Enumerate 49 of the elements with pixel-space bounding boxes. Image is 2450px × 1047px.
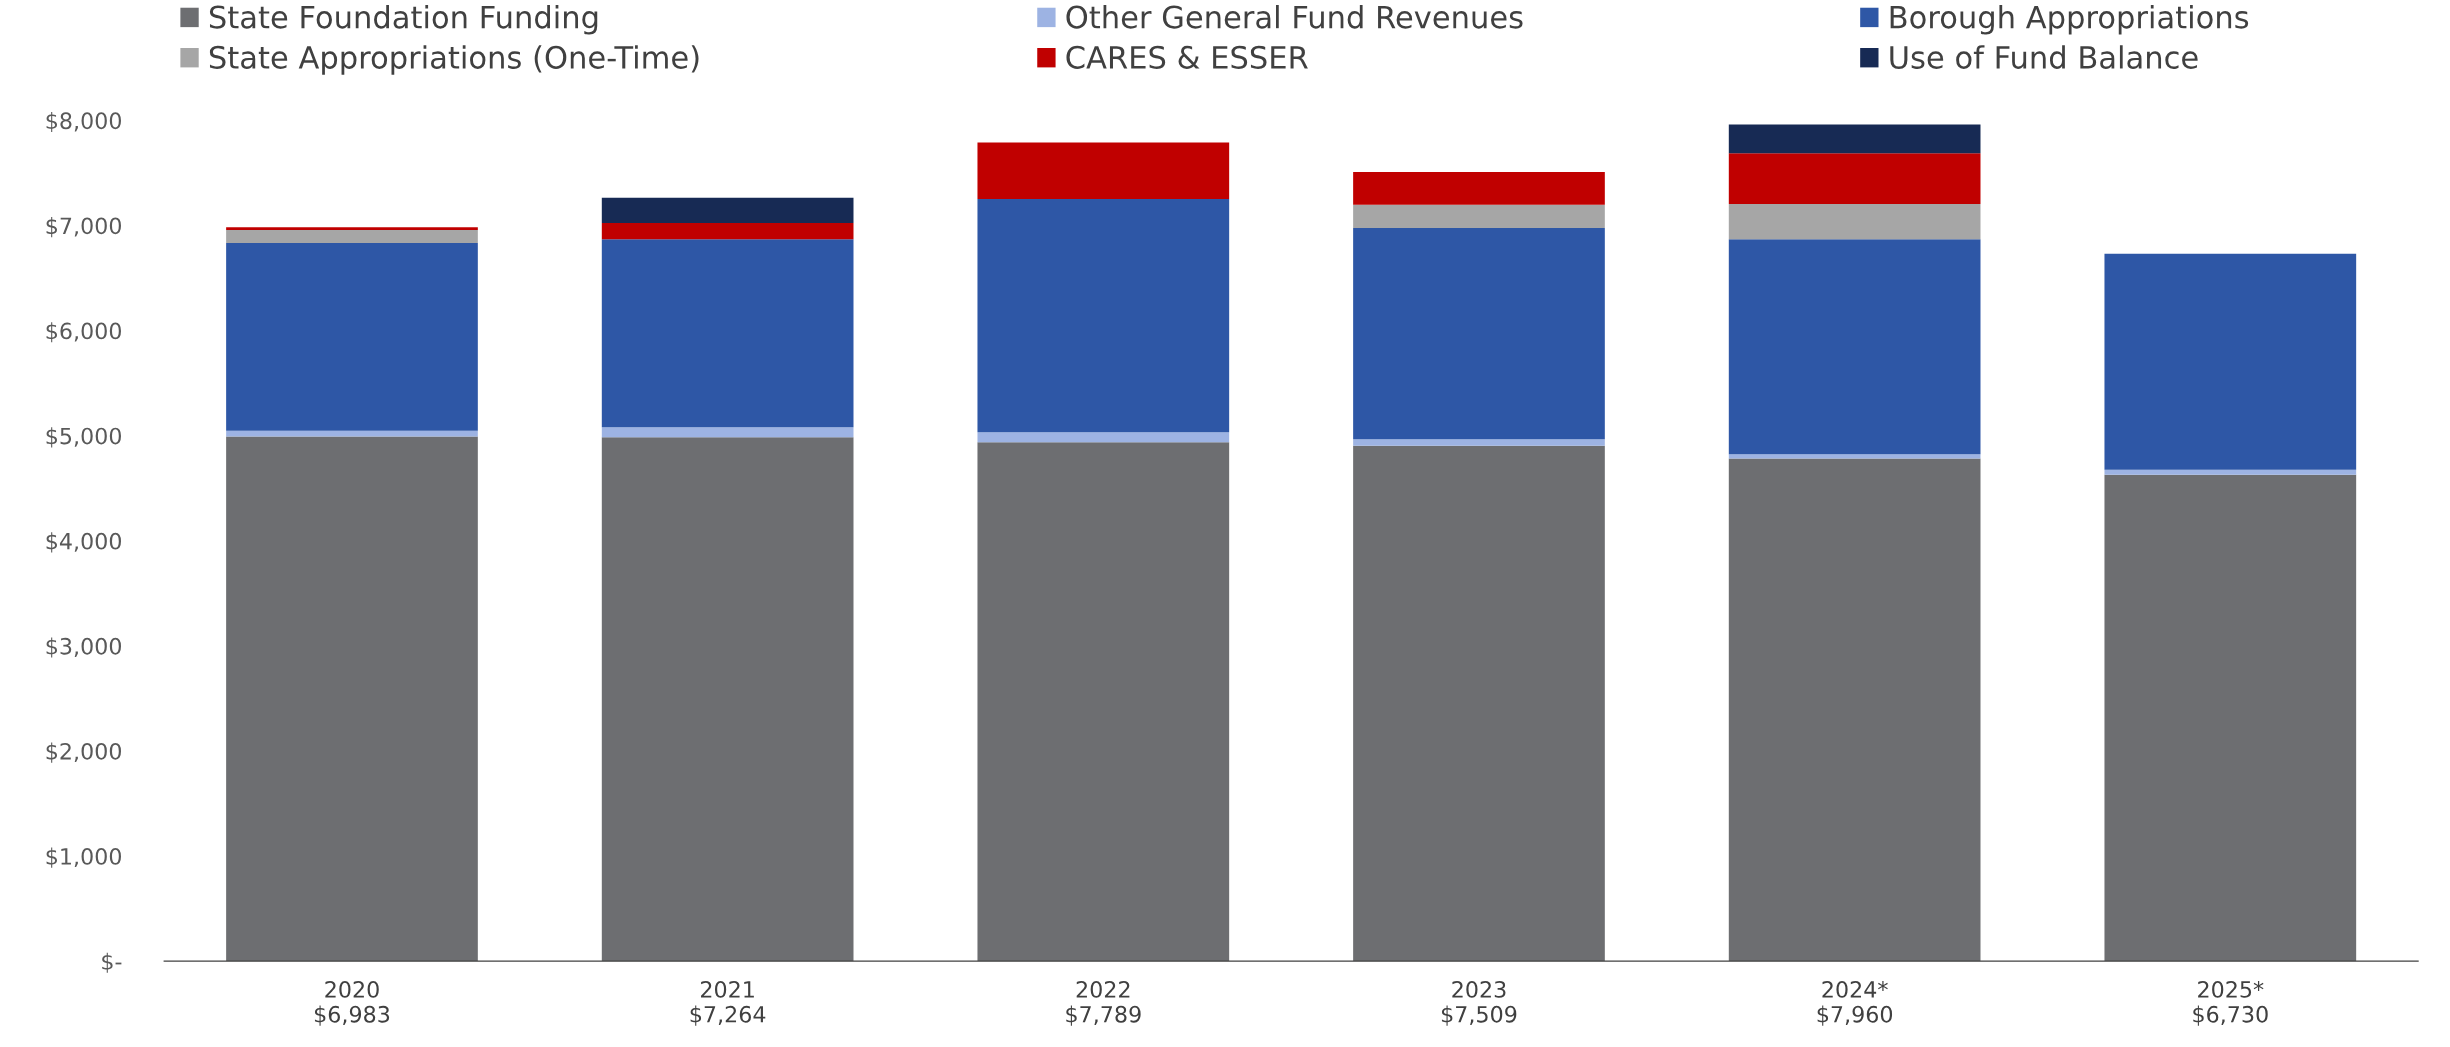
bar <box>1353 445 1605 962</box>
bar <box>226 242 478 431</box>
bar <box>1728 124 1981 154</box>
bar <box>977 199 1230 433</box>
bar <box>601 197 854 224</box>
y-tick-label: $2,000 <box>46 742 122 763</box>
legend-label: CARES & ESSER <box>1066 45 1308 69</box>
x-tick-label: 2022 $7,789 <box>1066 980 1141 1026</box>
x-tick-label: 2021 $7,264 <box>690 980 766 1026</box>
bar <box>226 430 478 437</box>
bar <box>601 223 854 240</box>
bar <box>1353 439 1605 446</box>
x-tick-label: 2025* $6,730 <box>2193 980 2268 1026</box>
bar <box>977 442 1230 962</box>
bar <box>1353 172 1605 205</box>
y-tick-label: $- <box>102 952 122 973</box>
bar <box>977 142 1230 200</box>
x-tick-label: 2024* $7,960 <box>1817 980 1893 1026</box>
bar <box>1728 458 1981 962</box>
bar <box>1728 204 1981 240</box>
legend-label: Other General Fund Revenues <box>1066 4 1523 29</box>
bar <box>2104 474 2357 962</box>
bar <box>2104 469 2357 475</box>
x-tick-label: 2023 $7,509 <box>1441 980 1517 1026</box>
y-tick-label: $7,000 <box>46 217 122 238</box>
bar <box>601 427 854 438</box>
y-tick-label: $8,000 <box>46 111 122 133</box>
bar <box>226 227 478 231</box>
bar <box>1353 228 1605 440</box>
legend-label: State Appropriations (One-Time) <box>209 45 699 75</box>
y-tick-label: $6,000 <box>46 322 122 343</box>
bar <box>1728 153 1981 205</box>
bar <box>2104 253 2357 470</box>
bar <box>226 436 478 962</box>
bar <box>601 437 854 962</box>
bar <box>1728 454 1981 459</box>
y-tick-label: $4,000 <box>46 532 122 553</box>
bar <box>1353 204 1605 229</box>
x-tick-label: 2020 $6,983 <box>314 980 390 1026</box>
bar <box>601 239 854 428</box>
bar <box>226 230 478 243</box>
y-tick-label: $1,000 <box>46 847 122 868</box>
legend-label: Borough Appropriations <box>1890 4 2249 35</box>
y-tick-label: $3,000 <box>46 637 122 658</box>
bar <box>1728 239 1981 455</box>
legend-label: State Foundation Funding <box>209 4 598 35</box>
bar <box>977 432 1230 443</box>
legend-label: Use of Fund Balance <box>1890 45 2198 69</box>
y-tick-label: $5,000 <box>46 427 122 448</box>
